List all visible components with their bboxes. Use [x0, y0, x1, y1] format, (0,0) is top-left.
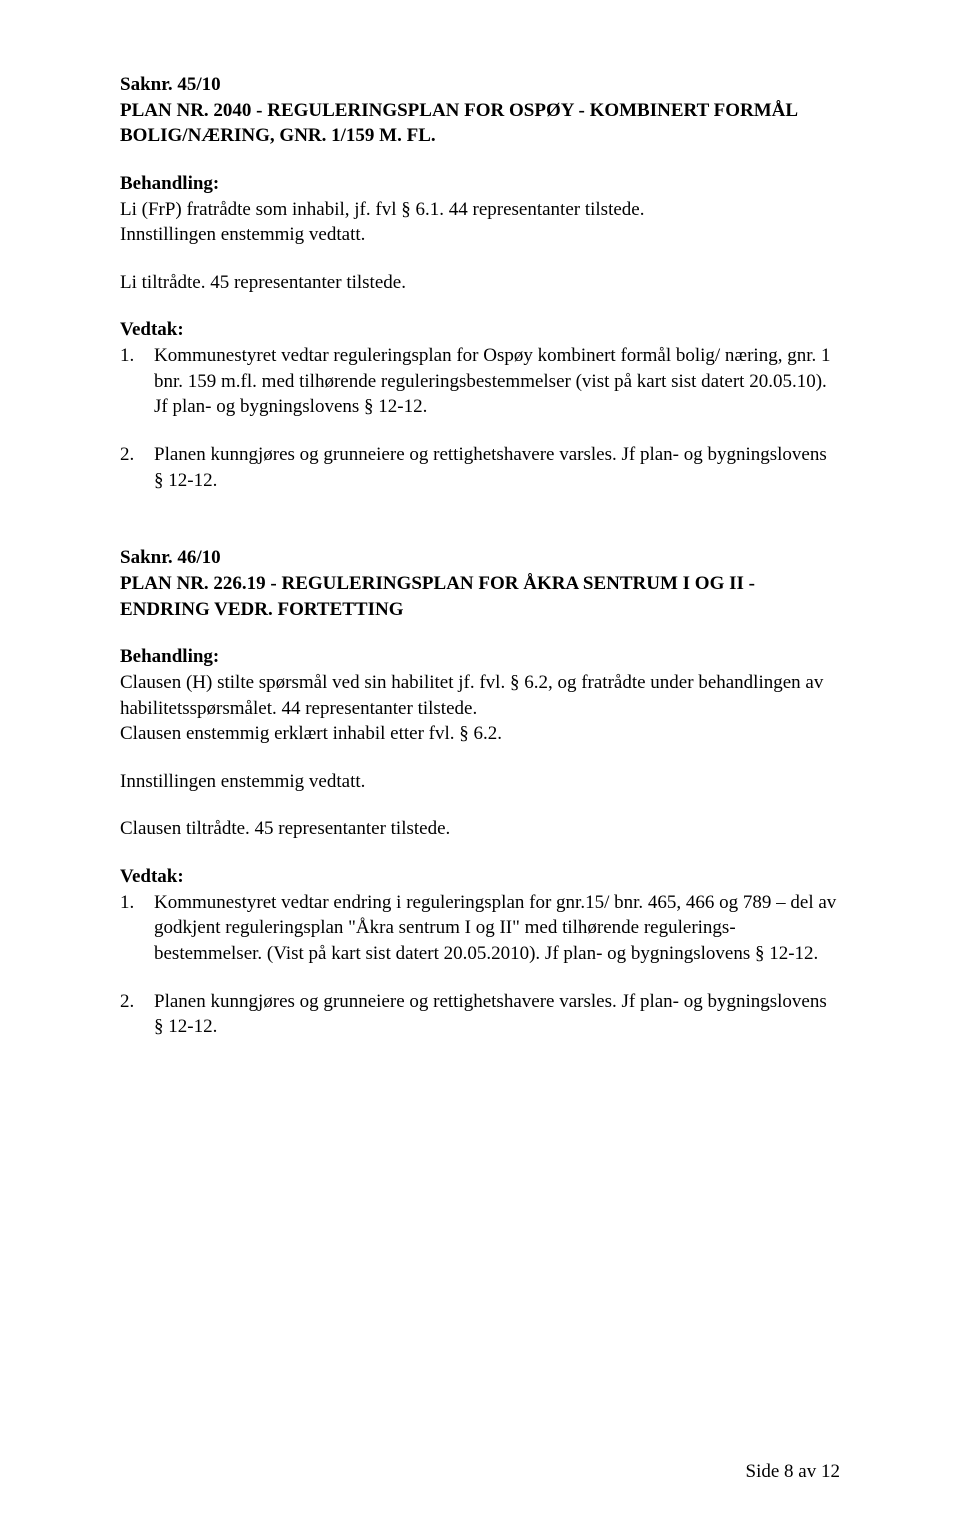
vedtak-label-1: Vedtak:	[120, 317, 840, 343]
list-body: Kommunestyret vedtar reguleringsplan for…	[154, 343, 840, 420]
behandling-2-line4: Clausen tiltrådte. 45 representanter til…	[120, 816, 840, 842]
behandling-1-line1: Li (FrP) fratrådte som inhabil, jf. fvl …	[120, 197, 840, 223]
vedtak-list-1: 1. Kommunestyret vedtar reguleringsplan …	[120, 343, 840, 493]
behandling-1-line2: Innstillingen enstemmig vedtatt.	[120, 222, 840, 248]
list-body: Planen kunngjøres og grunneiere og retti…	[154, 442, 840, 493]
list-item: 2. Planen kunngjøres og grunneiere og re…	[120, 442, 840, 493]
title-2-line1: PLAN NR. 226.19 - REGULERINGSPLAN FOR ÅK…	[120, 571, 840, 597]
behandling-2-line2: Clausen enstemmig erklært inhabil etter …	[120, 721, 840, 747]
behandling-1-line3: Li tiltrådte. 45 representanter tilstede…	[120, 270, 840, 296]
saknr-1: Saknr. 45/10	[120, 72, 840, 98]
vedtak-list-2: 1. Kommunestyret vedtar endring i regule…	[120, 890, 840, 1040]
title-1-line1: PLAN NR. 2040 - REGULERINGSPLAN FOR OSPØ…	[120, 98, 840, 124]
title-2-line2: ENDRING VEDR. FORTETTING	[120, 597, 840, 623]
list-number: 1.	[120, 343, 154, 420]
list-body: Kommunestyret vedtar endring i regulerin…	[154, 890, 840, 967]
list-body: Planen kunngjøres og grunneiere og retti…	[154, 989, 840, 1040]
vedtak-label-2: Vedtak:	[120, 864, 840, 890]
saknr-2: Saknr. 46/10	[120, 545, 840, 571]
list-item: 2. Planen kunngjøres og grunneiere og re…	[120, 989, 840, 1040]
document-page: Saknr. 45/10 PLAN NR. 2040 - REGULERINGS…	[0, 0, 960, 1533]
list-number: 1.	[120, 890, 154, 967]
list-number: 2.	[120, 989, 154, 1040]
list-item: 1. Kommunestyret vedtar reguleringsplan …	[120, 343, 840, 420]
behandling-2-line1: Clausen (H) stilte spørsmål ved sin habi…	[120, 670, 840, 721]
behandling-label-1: Behandling:	[120, 171, 840, 197]
behandling-label-2: Behandling:	[120, 644, 840, 670]
behandling-2-line3: Innstillingen enstemmig vedtatt.	[120, 769, 840, 795]
title-1-line2: BOLIG/NÆRING, GNR. 1/159 M. FL.	[120, 123, 840, 149]
page-footer: Side 8 av 12	[746, 1461, 840, 1483]
list-number: 2.	[120, 442, 154, 493]
list-item: 1. Kommunestyret vedtar endring i regule…	[120, 890, 840, 967]
